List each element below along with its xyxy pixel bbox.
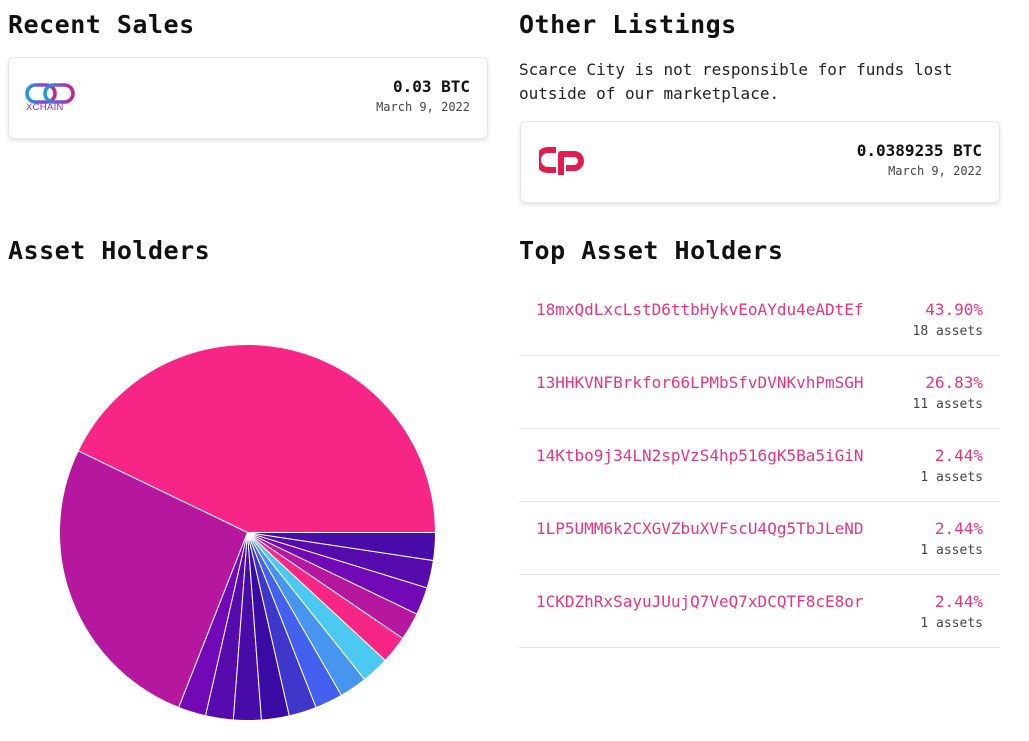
listings-disclaimer: Scarce City is not responsible for funds… bbox=[519, 60, 953, 103]
top-asset-holders-title: Top Asset Holders bbox=[519, 236, 784, 265]
holder-row[interactable]: 13HHKVNFBrkfor66LPMbSfvDVNKvhPmSGH 26.83… bbox=[519, 356, 1000, 429]
holder-asset-count: 18 assets bbox=[912, 324, 983, 339]
holder-row[interactable]: 1CKDZhRxSayuJUujQ7VeQ7xDCQTF8cE8or 2.44%… bbox=[519, 575, 1000, 648]
pie-slice[interactable] bbox=[59, 450, 249, 709]
holder-row[interactable]: 18mxQdLxcLstD6ttbHykvEoAYdu4eADtEf 43.90… bbox=[519, 283, 1000, 356]
holder-address[interactable]: 18mxQdLxcLstD6ttbHykvEoAYdu4eADtEf bbox=[536, 300, 864, 319]
holder-percent: 26.83% bbox=[925, 373, 983, 392]
holder-address[interactable]: 1CKDZhRxSayuJUujQ7VeQ7xDCQTF8cE8or bbox=[536, 592, 864, 611]
holder-row[interactable]: 1LP5UMM6k2CXGVZbuXVFscU4Qg5TbJLeND 2.44%… bbox=[519, 502, 1000, 575]
sale-date: March 9, 2022 bbox=[376, 100, 470, 114]
holder-percent: 2.44% bbox=[934, 446, 983, 465]
xchain-logo-icon: XCHAIN bbox=[25, 82, 77, 118]
recent-sale-card[interactable]: XCHAIN 0.03 BTC March 9, 2022 bbox=[8, 57, 488, 139]
holder-percent: 43.90% bbox=[925, 300, 983, 319]
holder-asset-count: 1 assets bbox=[920, 470, 983, 485]
holder-asset-count: 11 assets bbox=[912, 397, 983, 412]
asset-holders-title: Asset Holders bbox=[8, 236, 211, 265]
holder-asset-count: 1 assets bbox=[920, 616, 983, 631]
sale-price: 0.03 BTC bbox=[392, 77, 470, 96]
top-holders-list: 18mxQdLxcLstD6ttbHykvEoAYdu4eADtEf 43.90… bbox=[519, 283, 1000, 648]
pie-slice[interactable] bbox=[247, 532, 437, 562]
holder-address[interactable]: 14Ktbo9j34LN2spVzS4hp516gK5Ba5iGiN bbox=[536, 446, 864, 465]
listing-price: 0.0389235 BTC bbox=[856, 141, 982, 160]
recent-sales-title: Recent Sales bbox=[8, 10, 195, 39]
other-listing-card[interactable]: 0.0389235 BTC March 9, 2022 bbox=[520, 121, 1000, 203]
other-listings-title: Other Listings bbox=[519, 10, 737, 39]
counterparty-logo-icon bbox=[535, 144, 587, 180]
xchain-logo-text: XCHAIN bbox=[26, 102, 64, 113]
holder-percent: 2.44% bbox=[934, 519, 983, 538]
holder-asset-count: 1 assets bbox=[920, 543, 983, 558]
holder-address[interactable]: 13HHKVNFBrkfor66LPMbSfvDVNKvhPmSGH bbox=[536, 373, 864, 392]
listing-date: March 9, 2022 bbox=[888, 164, 982, 178]
holder-row[interactable]: 14Ktbo9j34LN2spVzS4hp516gK5Ba5iGiN 2.44%… bbox=[519, 429, 1000, 502]
pie-slice[interactable] bbox=[77, 344, 437, 533]
asset-holders-pie-chart bbox=[59, 344, 437, 721]
holder-percent: 2.44% bbox=[934, 592, 983, 611]
holder-address[interactable]: 1LP5UMM6k2CXGVZbuXVFscU4Qg5TbJLeND bbox=[536, 519, 864, 538]
